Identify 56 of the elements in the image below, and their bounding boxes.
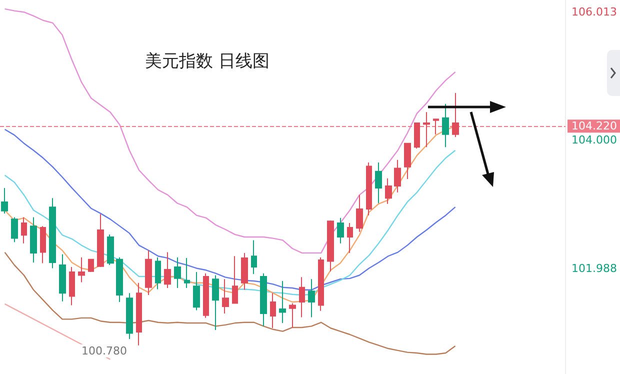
candlestick: [49, 198, 56, 269]
candlestick: [88, 258, 94, 273]
candlestick: [308, 278, 315, 318]
candlestick: [145, 250, 152, 296]
candlestick: [21, 216, 27, 244]
candlestick: [155, 256, 161, 290]
candlestick: [30, 216, 37, 263]
candlestick: [423, 112, 430, 148]
candlestick: [356, 194, 363, 232]
candlestick: [433, 118, 439, 135]
text: 美元指数 日线图: [145, 52, 270, 72]
candlestick: [174, 256, 181, 288]
candlestick: [97, 214, 104, 268]
candlestick: [126, 292, 133, 340]
y-tick-label: 106.013: [572, 5, 618, 18]
candlestick: [212, 274, 219, 331]
candlestick: [251, 240, 257, 274]
candlestick: [394, 159, 401, 193]
candlestick: [59, 254, 66, 302]
candlestick: [136, 282, 142, 346]
candlestick: [78, 256, 85, 283]
candlestick: [337, 217, 344, 244]
annotation: 100.780: [81, 344, 127, 358]
candlestick: [193, 272, 200, 311]
candlestick: [164, 252, 171, 288]
candlestick: [375, 162, 382, 204]
candlestick: [270, 292, 276, 329]
candlestick: [289, 302, 296, 328]
candlestick: [241, 252, 248, 290]
candlestick: [318, 256, 324, 312]
candlestick: [442, 103, 449, 148]
ref-line-label: 104.220: [572, 120, 618, 133]
candlestick: [366, 162, 372, 216]
candlestick: [232, 256, 238, 304]
candlestick: [414, 122, 420, 149]
candlestick: [279, 280, 286, 324]
y-tick-label: 104.000: [572, 134, 618, 147]
candlestick: [11, 216, 18, 243]
candlestick: [40, 226, 46, 264]
candlestick: [69, 266, 75, 306]
candlestick: [385, 178, 392, 204]
candlestick: [327, 220, 334, 272]
candlestick: [260, 272, 267, 327]
candlestick: [1, 187, 8, 214]
candlestick: [184, 258, 190, 288]
candlestick: [107, 234, 114, 266]
y-tick-label: 101.988: [572, 262, 618, 275]
line-series: [4, 252, 456, 355]
candlestick: [299, 276, 305, 318]
candlestick: [116, 256, 123, 303]
candlestick: [203, 272, 209, 318]
candlestick: [452, 92, 459, 138]
line-series: [4, 8, 456, 254]
candlestick: [404, 142, 411, 180]
candlestick: [347, 222, 353, 254]
candlestick: [222, 278, 229, 314]
